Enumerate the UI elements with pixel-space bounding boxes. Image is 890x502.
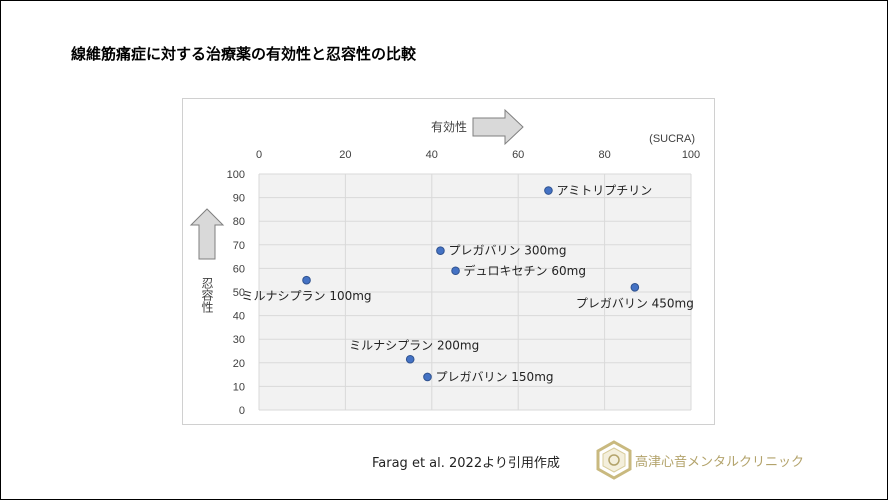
right-arrow-icon: [472, 108, 524, 146]
data-point-label: プレガバリン 150mg: [435, 370, 553, 384]
data-point: [302, 275, 311, 285]
x-tick-label: 40: [426, 149, 438, 161]
source-citation: Farag et al. 2022より引用作成: [372, 456, 560, 471]
hexagon-logo-icon: [596, 440, 632, 480]
scatter-chart: 0 20 40 60 80 100 0 10 20 30 40 50 60 70 80 90 100 (SUCRA…: [189, 108, 700, 417]
y-tick-label: 90: [233, 193, 245, 205]
y-tick-label: 10: [233, 381, 245, 393]
up-arrow-icon: [189, 208, 225, 260]
y-tick-label: 60: [233, 263, 245, 275]
chart-area: 0 20 40 60 80 100 0 10 20 30 40 50 60 70 80 90 100 (SUCRA…: [182, 98, 715, 425]
x-tick-label: 0: [256, 149, 262, 161]
x-axis-label: 有効性: [431, 119, 467, 134]
x-unit-label: (SUCRA): [649, 133, 695, 145]
data-point: [630, 282, 640, 292]
data-point-label: アミトリプチリン: [556, 184, 652, 198]
clinic-name: 高津心音メンタルクリニック: [635, 455, 805, 470]
clinic-logo: 高津心音メンタルクリニック: [595, 439, 815, 481]
y-tick-label: 40: [233, 311, 245, 323]
y-tick-label: 30: [233, 334, 245, 346]
y-tick-label: 70: [233, 240, 245, 252]
data-point: [405, 354, 415, 364]
y-axis-label: 忍容性: [200, 277, 214, 314]
x-tick-label: 20: [339, 149, 351, 161]
x-tick-label: 100: [682, 149, 700, 161]
data-point-label: ミルナシプラン 200mg: [349, 338, 479, 352]
data-point-label: プレガバリン 450mg: [576, 296, 694, 310]
y-tick-label: 50: [233, 287, 245, 299]
y-tick-label: 20: [233, 358, 245, 370]
y-tick-label: 100: [227, 169, 245, 181]
data-point: [451, 266, 460, 276]
data-point-label: プレガバリン 300mg: [448, 244, 566, 258]
data-point: [423, 372, 432, 382]
y-tick-label: 80: [233, 216, 245, 228]
data-point-label: デュロキセチン 60mg: [464, 263, 586, 278]
x-tick-label: 80: [598, 149, 610, 161]
y-tick-label: 0: [239, 405, 245, 417]
data-point-label: ミルナシプラン 100mg: [242, 289, 372, 303]
data-point: [436, 246, 445, 255]
slide-title: 線維筋痛症に対する治療薬の有効性と忍容性の比較: [71, 45, 417, 63]
x-tick-label: 60: [512, 149, 524, 161]
data-point: [544, 186, 553, 195]
